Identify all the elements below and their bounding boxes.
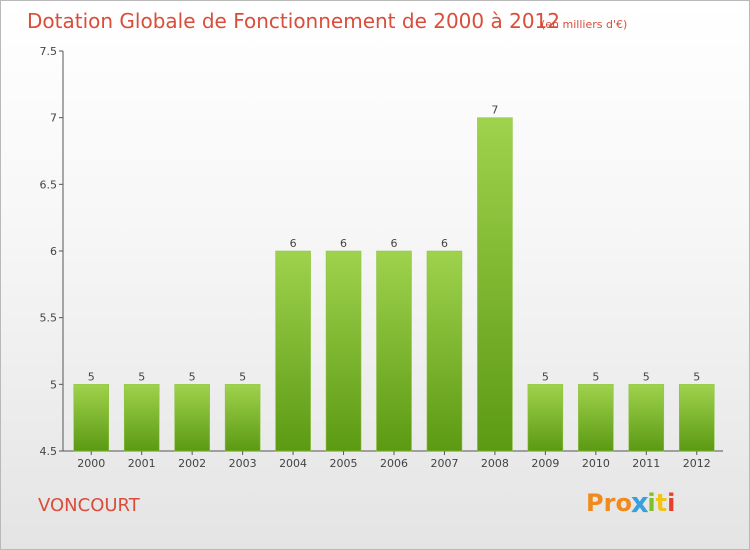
bar-value-label: 6 (441, 237, 448, 250)
bar-value-label: 6 (290, 237, 297, 250)
y-tick-label: 6 (50, 245, 57, 258)
bar-2002 (174, 384, 210, 452)
x-tick-label: 2005 (330, 457, 358, 470)
bar-2012 (679, 384, 715, 452)
bar-2005 (325, 250, 362, 452)
bar-2007 (426, 250, 463, 452)
logo-letter: i (647, 489, 656, 517)
y-tick-label: 5.5 (40, 312, 58, 325)
bar-2011 (628, 384, 665, 452)
x-tick-label: 2008 (481, 457, 509, 470)
bar-2006 (376, 250, 412, 452)
bar-2009 (527, 384, 564, 452)
bar-value-label: 6 (340, 237, 347, 250)
y-tick-label: 6.5 (40, 178, 58, 191)
chart-title: Dotation Globale de Fonctionnement de 20… (27, 9, 560, 33)
x-tick-label: 2001 (128, 457, 156, 470)
x-tick-label: 2009 (531, 457, 559, 470)
x-tick-label: 2004 (279, 457, 307, 470)
bar-value-label: 5 (643, 370, 650, 383)
y-tick-label: 5 (50, 378, 57, 391)
bar-value-label: 5 (239, 370, 246, 383)
bar-2008 (477, 117, 513, 452)
x-tick-label: 2007 (430, 457, 458, 470)
x-tick-label: 2000 (77, 457, 105, 470)
bar-value-label: 5 (138, 370, 145, 383)
bar-value-label: 7 (491, 104, 498, 117)
x-tick-label: 2002 (178, 457, 206, 470)
bar-value-label: 5 (189, 370, 196, 383)
y-tick-label: 7 (50, 112, 57, 125)
logo-letter: t (655, 489, 668, 517)
y-tick-label: 7.5 (40, 45, 58, 58)
x-tick-label: 2006 (380, 457, 408, 470)
bar-chart: 4.5 5 5.5 6 6.5 7 7.5 5 2000 5 2001 5 2002 5 2003 6 200… (40, 45, 723, 470)
bar-2003 (224, 384, 261, 452)
y-tick-label: 4.5 (40, 445, 58, 458)
logo-letter: o (615, 489, 632, 517)
bar-value-label: 5 (592, 370, 599, 383)
chart-unit: (en milliers d'€) (541, 18, 628, 31)
x-tick-label: 2003 (229, 457, 257, 470)
bar-2000 (73, 384, 109, 452)
bar-value-label: 6 (391, 237, 398, 250)
bar-value-label: 5 (88, 370, 95, 383)
logo-letter: P (586, 489, 604, 517)
logo-letter: x (630, 486, 649, 520)
logo-letter: r (603, 489, 616, 517)
x-tick-label: 2011 (632, 457, 660, 470)
bar-value-label: 5 (693, 370, 700, 383)
x-tick-label: 2012 (683, 457, 711, 470)
x-tick-label: 2010 (582, 457, 610, 470)
bar-2001 (123, 384, 160, 452)
bar-2010 (578, 384, 614, 452)
bar-value-label: 5 (542, 370, 549, 383)
commune-name: VONCOURT (38, 495, 140, 516)
logo-letter: i (667, 489, 676, 517)
bar-2004 (275, 250, 311, 452)
proxiti-logo: Proxiti (586, 486, 676, 520)
